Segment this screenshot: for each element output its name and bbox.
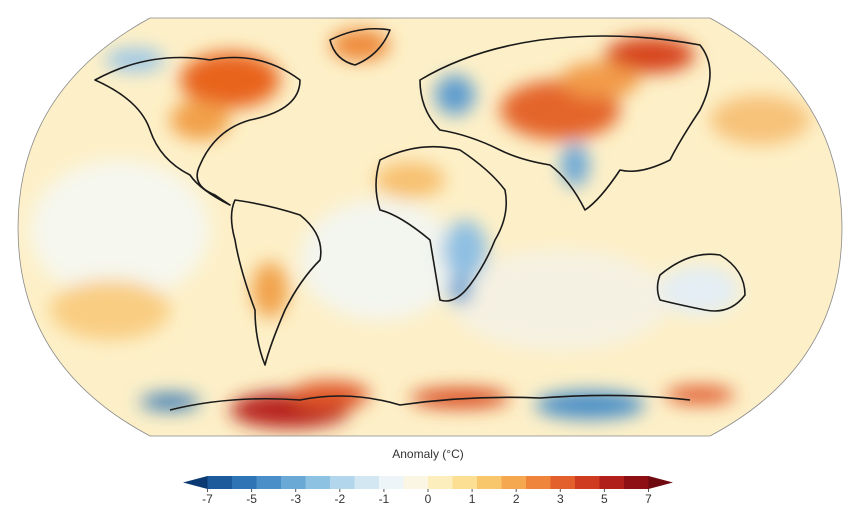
colorbar: -7 -5 -3 -2 -1 0 1 2 3 5 7 xyxy=(183,476,673,506)
colorbar-tick-label: -5 xyxy=(246,492,257,504)
colorbar-swatch xyxy=(428,476,453,489)
colorbar-tick-label: 0 xyxy=(425,492,432,504)
colorbar-tick-label: 2 xyxy=(513,492,520,504)
colorbar-arrow xyxy=(648,476,673,489)
colorbar-tick-label: -2 xyxy=(334,492,345,504)
colorbar-swatch xyxy=(281,476,306,489)
colorbar-swatch xyxy=(477,476,502,489)
map-frame xyxy=(17,17,843,437)
colorbar-tick-label: 7 xyxy=(645,492,652,504)
colorbar-swatch xyxy=(575,476,600,489)
colorbar-swatch xyxy=(452,476,478,489)
colorbar-arrow xyxy=(183,476,208,489)
colorbar-label: Anomaly (°C) xyxy=(392,447,463,461)
colorbar-tick-label: -3 xyxy=(290,492,301,504)
colorbar-tick-label: -1 xyxy=(379,492,390,504)
colorbar-swatch xyxy=(550,476,576,489)
colorbar-swatch xyxy=(379,476,404,489)
colorbar-swatch xyxy=(403,476,429,489)
colorbar-swatch xyxy=(207,476,233,489)
colorbar-tick-label: 3 xyxy=(557,492,564,504)
colorbar-swatch xyxy=(256,476,282,489)
colorbar-tick-label: -7 xyxy=(202,492,213,504)
colorbar-tick-label: 1 xyxy=(469,492,476,504)
colorbar-swatch xyxy=(330,476,355,489)
colorbar-swatch xyxy=(526,476,551,489)
colorbar-swatch xyxy=(305,476,331,489)
colorbar-tick-label: 5 xyxy=(601,492,608,504)
colorbar-swatch xyxy=(354,476,380,489)
colorbar-swatch xyxy=(599,476,625,489)
colorbar-swatch xyxy=(501,476,527,489)
colorbar-swatch xyxy=(232,476,257,489)
colorbar-swatch xyxy=(624,476,649,489)
